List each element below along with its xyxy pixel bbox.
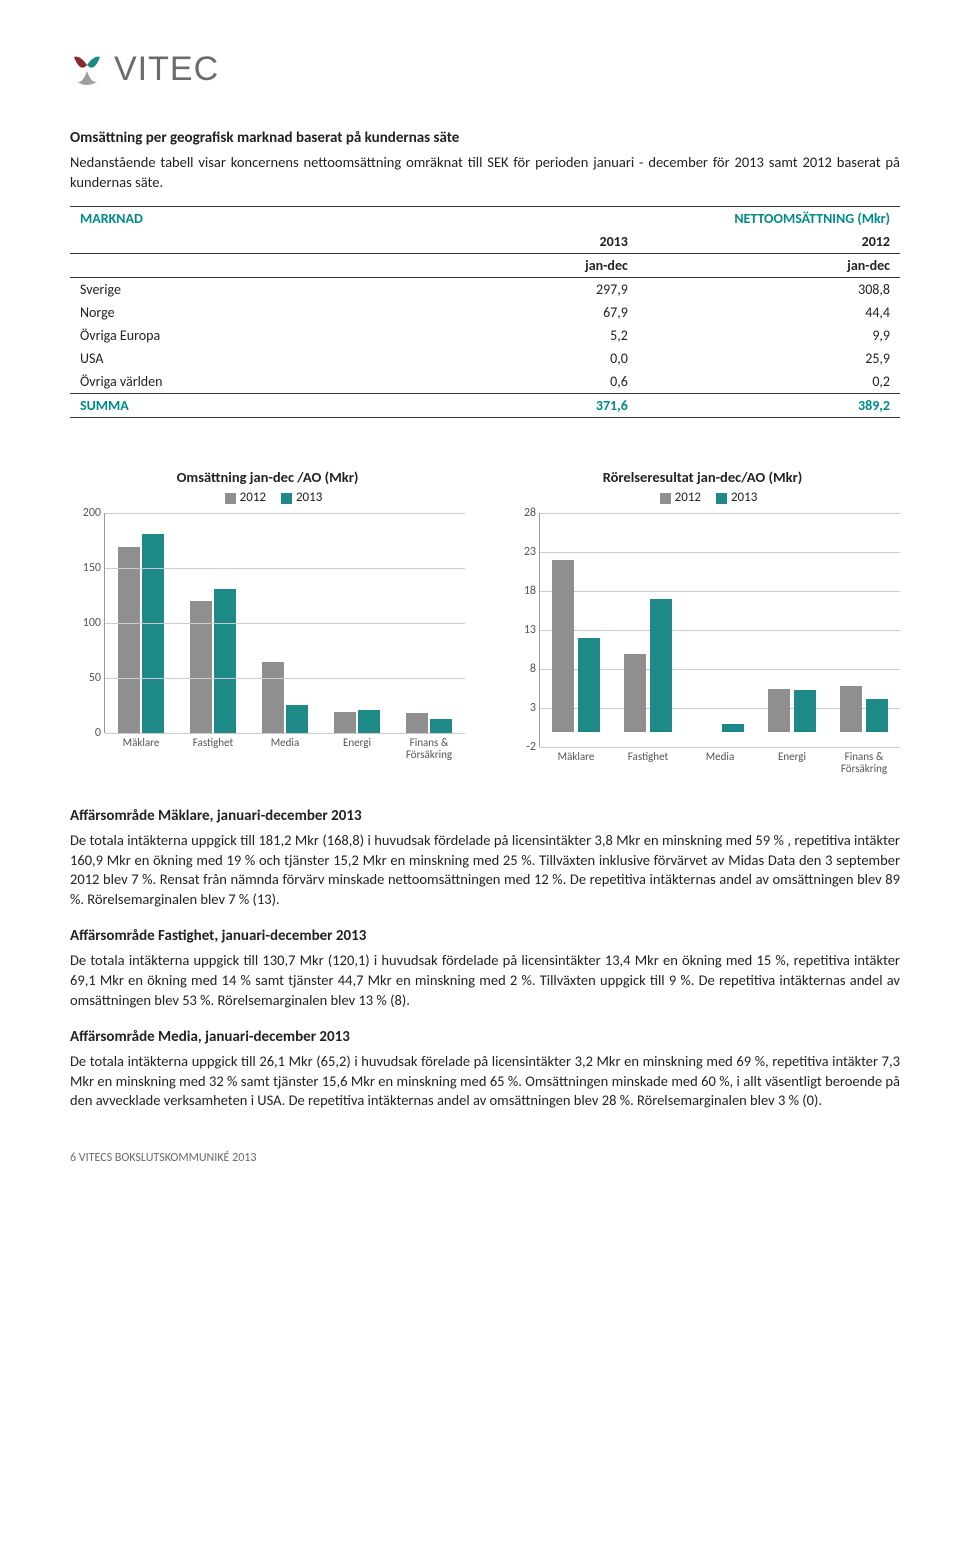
logo-text: VITEC <box>114 50 219 89</box>
table-row-v2: 308,8 <box>638 278 900 302</box>
table-row-label: USA <box>70 347 376 370</box>
logo-mark-icon <box>70 53 104 87</box>
bar-2013 <box>142 534 164 733</box>
market-header-right: NETTOOMSÄTTNING (Mkr) <box>376 207 900 231</box>
intro-heading: Omsättning per geografisk marknad basera… <box>70 129 900 147</box>
section-heading: Affärsområde Media, januari-december 201… <box>70 1028 900 1046</box>
summary-v1: 371,6 <box>376 394 638 418</box>
bar-2013 <box>578 638 600 732</box>
logo: VITEC <box>70 50 900 89</box>
table-row-label: Övriga världen <box>70 370 376 394</box>
table-row-label: Sverige <box>70 278 376 302</box>
section-body: De totala intäkterna uppgick till 181,2 … <box>70 831 900 909</box>
page-footer: 6 VITECS BOKSLUTSKOMMUNIKÉ 2013 <box>70 1151 900 1165</box>
bar-2013 <box>650 599 672 732</box>
chart1-legend: 2012 2013 <box>70 490 465 505</box>
y-axis-label: 3 <box>506 701 536 715</box>
y-axis-label: 50 <box>71 671 101 685</box>
bar-2012 <box>118 547 140 733</box>
section-body: De totala intäkterna uppgick till 26,1 M… <box>70 1052 900 1111</box>
y-axis-label: 28 <box>506 506 536 520</box>
x-axis-label: Mäklare <box>105 733 177 749</box>
chart2-title: Rörelseresultat jan-dec/AO (Mkr) <box>505 468 900 486</box>
col-year-0: 2013 <box>376 230 638 254</box>
y-axis-label: 0 <box>71 726 101 740</box>
bar-2013 <box>214 589 236 733</box>
col-year-1: 2012 <box>638 230 900 254</box>
bar-2013 <box>286 705 308 734</box>
x-axis-label: Fastighet <box>177 733 249 749</box>
table-row-v2: 0,2 <box>638 370 900 394</box>
x-axis-label: Media <box>684 747 756 763</box>
chart-turnover: Omsättning jan-dec /AO (Mkr) 2012 2013 M… <box>70 468 465 747</box>
market-table: MARKNAD NETTOOMSÄTTNING (Mkr) 2013 2012 … <box>70 206 900 418</box>
col-period-1: jan-dec <box>638 254 900 278</box>
legend-swatch-2012-icon <box>660 493 671 504</box>
y-axis-label: 18 <box>506 584 536 598</box>
table-row-v2: 25,9 <box>638 347 900 370</box>
summary-label: SUMMA <box>70 394 376 418</box>
table-row-label: Övriga Europa <box>70 324 376 347</box>
intro-text: Nedanstående tabell visar koncernens net… <box>70 153 900 192</box>
x-axis-label: Finans &Försäkring <box>828 747 900 775</box>
x-axis-label: Media <box>249 733 321 749</box>
legend-swatch-2013-icon <box>281 493 292 504</box>
x-axis-label: Energi <box>756 747 828 763</box>
bar-2013 <box>866 699 888 732</box>
bar-2012 <box>406 713 428 733</box>
table-row-v2: 44,4 <box>638 301 900 324</box>
section-heading: Affärsområde Mäklare, januari-december 2… <box>70 807 900 825</box>
bar-2012 <box>768 689 790 732</box>
table-row-v1: 5,2 <box>376 324 638 347</box>
table-row-v2: 9,9 <box>638 324 900 347</box>
table-row-v1: 0,6 <box>376 370 638 394</box>
y-axis-label: 23 <box>506 545 536 559</box>
bar-2012 <box>190 601 212 733</box>
bar-2013 <box>358 710 380 733</box>
bar-2012 <box>624 654 646 732</box>
bar-2013 <box>722 724 744 732</box>
bar-2012 <box>334 712 356 733</box>
y-axis-label: 200 <box>71 506 101 520</box>
table-row-v1: 0,0 <box>376 347 638 370</box>
section-heading: Affärsområde Fastighet, januari-december… <box>70 927 900 945</box>
bar-2013 <box>430 719 452 733</box>
y-axis-label: 100 <box>71 616 101 630</box>
legend-swatch-2012-icon <box>225 493 236 504</box>
y-axis-label: 13 <box>506 623 536 637</box>
chart2-legend: 2012 2013 <box>505 490 900 505</box>
chart-result: Rörelseresultat jan-dec/AO (Mkr) 2012 20… <box>505 468 900 747</box>
x-axis-label: Mäklare <box>540 747 612 763</box>
bar-2012 <box>552 560 574 732</box>
y-axis-label: 8 <box>506 662 536 676</box>
charts-row: Omsättning jan-dec /AO (Mkr) 2012 2013 M… <box>70 468 900 747</box>
summary-v2: 389,2 <box>638 394 900 418</box>
table-row-label: Norge <box>70 301 376 324</box>
market-header-left: MARKNAD <box>70 207 376 231</box>
section-body: De totala intäkterna uppgick till 130,7 … <box>70 951 900 1010</box>
x-axis-label: Fastighet <box>612 747 684 763</box>
x-axis-label: Finans &Försäkring <box>393 733 465 761</box>
table-row-v1: 297,9 <box>376 278 638 302</box>
table-row-v1: 67,9 <box>376 301 638 324</box>
y-axis-label: 150 <box>71 561 101 575</box>
col-period-0: jan-dec <box>376 254 638 278</box>
bar-2012 <box>262 662 284 734</box>
bar-2012 <box>840 686 862 731</box>
chart1-title: Omsättning jan-dec /AO (Mkr) <box>70 468 465 486</box>
y-axis-label: -2 <box>506 740 536 754</box>
x-axis-label: Energi <box>321 733 393 749</box>
bar-2013 <box>794 690 816 731</box>
legend-swatch-2013-icon <box>716 493 727 504</box>
